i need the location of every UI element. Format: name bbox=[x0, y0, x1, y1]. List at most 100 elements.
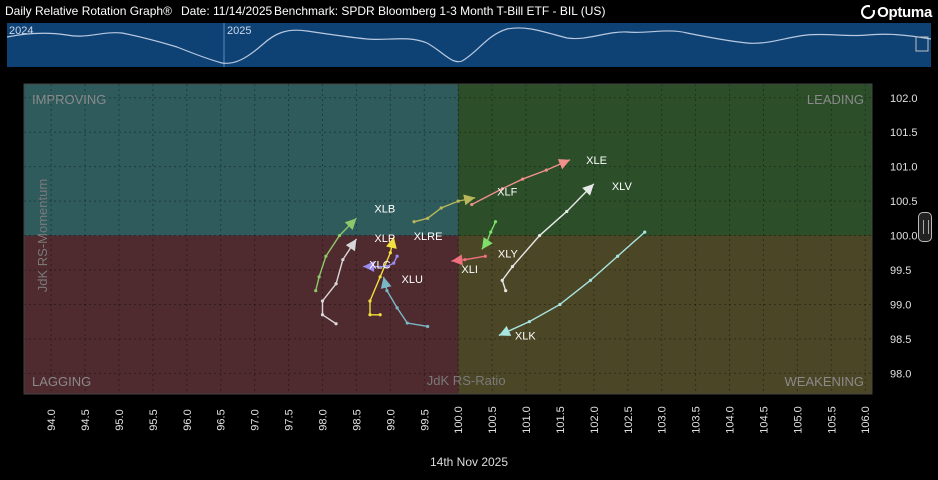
tail-point-xly[interactable] bbox=[489, 230, 493, 234]
tail-point-xle[interactable] bbox=[470, 202, 474, 207]
tail-point-xlk[interactable] bbox=[643, 230, 647, 234]
series-label-xli[interactable]: XLI bbox=[461, 264, 478, 276]
tail-point-xle[interactable] bbox=[500, 187, 504, 191]
tail-point-xlp[interactable] bbox=[334, 282, 338, 286]
tail-xlv bbox=[501, 183, 595, 291]
y-tick-label: 101.0 bbox=[890, 162, 918, 174]
tail-point-xle[interactable] bbox=[521, 177, 525, 181]
quadrant-lagging bbox=[24, 235, 459, 394]
tail-point-xlv[interactable] bbox=[510, 264, 515, 269]
tail-point-xlv[interactable] bbox=[565, 209, 569, 214]
series-label-xlf[interactable]: XLF bbox=[497, 187, 517, 199]
head-xlf[interactable] bbox=[463, 194, 476, 206]
tail-point-xlk[interactable] bbox=[616, 254, 620, 258]
plot-frame bbox=[23, 83, 873, 395]
x-tick-label: 96.5 bbox=[216, 409, 228, 430]
x-tick-label: 98.0 bbox=[317, 409, 329, 430]
benchmark-label: Benchmark: SPDR Bloomberg 1-3 Month T-Bi… bbox=[274, 4, 606, 18]
tail-point-xlre[interactable] bbox=[368, 313, 372, 317]
optuma-logo: Optuma bbox=[861, 3, 932, 21]
x-tick-label: 99.0 bbox=[385, 409, 397, 430]
tail-xlre bbox=[369, 236, 395, 316]
series-label-xlu[interactable]: XLU bbox=[402, 274, 423, 286]
tail-point-xly[interactable] bbox=[493, 220, 498, 224]
series-label-xly[interactable]: XLY bbox=[498, 248, 519, 260]
head-xly[interactable] bbox=[481, 237, 493, 250]
tail-point-xlu[interactable] bbox=[405, 321, 409, 325]
x-tick-label: 104.0 bbox=[725, 406, 737, 434]
x-tick-label: 102.5 bbox=[623, 406, 635, 434]
head-xle[interactable] bbox=[557, 159, 571, 170]
series-label-xlv[interactable]: XLV bbox=[612, 181, 633, 193]
x-tick-label: 98.5 bbox=[351, 409, 363, 430]
head-xli[interactable] bbox=[451, 254, 463, 266]
series-label-xlc[interactable]: XLC bbox=[369, 260, 390, 272]
tail-point-xlre[interactable] bbox=[378, 313, 382, 317]
tail-point-xlp[interactable] bbox=[334, 322, 338, 326]
tail-point-xlre[interactable] bbox=[388, 251, 392, 255]
x-tick-label: 103.0 bbox=[657, 406, 669, 434]
tail-point-xlp[interactable] bbox=[320, 313, 325, 317]
quadrant-label-improving: IMPROVING bbox=[32, 92, 106, 107]
tail-point-xlre[interactable] bbox=[378, 275, 382, 279]
head-xlc[interactable] bbox=[363, 261, 375, 273]
tail-point-xlk[interactable] bbox=[588, 278, 593, 282]
head-xlb[interactable] bbox=[344, 218, 357, 231]
timeline-momentum-line bbox=[7, 27, 931, 64]
y-tick-label: 102.0 bbox=[890, 93, 918, 105]
tail-point-xli[interactable] bbox=[463, 258, 467, 262]
app-title: Daily Relative Rotation Graph® bbox=[5, 4, 172, 18]
series-label-xlb[interactable]: XLB bbox=[374, 203, 395, 215]
y-tick-label: 101.5 bbox=[890, 127, 918, 139]
tail-point-xlf[interactable] bbox=[456, 199, 460, 203]
tail-point-xlk[interactable] bbox=[558, 302, 562, 307]
tail-point-xlb[interactable] bbox=[314, 289, 318, 293]
tail-point-xlu[interactable] bbox=[426, 324, 430, 329]
timeline-strip[interactable]: 2024 2025 bbox=[7, 23, 931, 67]
tail-point-xlb[interactable] bbox=[337, 233, 342, 238]
x-tick-label: 99.5 bbox=[419, 409, 431, 430]
tail-point-xlp[interactable] bbox=[320, 299, 325, 303]
tail-xlp bbox=[321, 238, 358, 325]
tail-point-xlf[interactable] bbox=[412, 220, 416, 224]
tail-point-xlc[interactable] bbox=[392, 261, 396, 265]
tail-point-xlb[interactable] bbox=[324, 254, 328, 258]
head-xlre[interactable] bbox=[386, 236, 397, 249]
tail-xlk bbox=[498, 231, 646, 337]
series-label-xlre[interactable]: XLRE bbox=[414, 231, 443, 243]
head-xlv[interactable] bbox=[582, 183, 594, 196]
tail-point-xlu[interactable] bbox=[385, 289, 389, 293]
timeline-year-label: 2025 bbox=[227, 25, 251, 37]
tail-xlc bbox=[363, 255, 398, 268]
x-tick-label: 102.0 bbox=[589, 406, 601, 434]
x-tick-label: 97.0 bbox=[250, 409, 262, 430]
tail-point-xlu[interactable] bbox=[395, 306, 399, 310]
tail-point-xlb[interactable] bbox=[317, 275, 321, 279]
report-date: Date: 11/14/2025 bbox=[181, 4, 273, 18]
tail-point-xlc[interactable] bbox=[385, 264, 389, 269]
scroll-handle[interactable] bbox=[918, 212, 932, 242]
x-tick-label: 104.5 bbox=[758, 406, 770, 434]
series-label-xlp[interactable]: XLP bbox=[374, 233, 395, 245]
head-xlp[interactable] bbox=[345, 239, 357, 252]
timeline-handle[interactable] bbox=[915, 36, 929, 52]
series-label-xlk[interactable]: XLK bbox=[515, 330, 536, 342]
y-tick-label: 100.0 bbox=[890, 231, 918, 243]
tail-point-xlv[interactable] bbox=[537, 233, 542, 238]
tail-point-xlre[interactable] bbox=[368, 299, 372, 303]
tail-point-xli[interactable] bbox=[483, 254, 487, 258]
head-xlu[interactable] bbox=[380, 276, 392, 289]
tail-point-xlv[interactable] bbox=[504, 289, 508, 293]
quadrant-label-lagging: LAGGING bbox=[32, 374, 91, 389]
tail-point-xle[interactable] bbox=[544, 168, 548, 172]
tail-point-xlc[interactable] bbox=[395, 254, 399, 258]
series-label-xle[interactable]: XLE bbox=[586, 155, 607, 167]
quadrant-improving bbox=[24, 84, 459, 236]
tail-point-xlf[interactable] bbox=[439, 206, 443, 210]
x-tick-label: 105.5 bbox=[826, 406, 838, 434]
tail-point-xlp[interactable] bbox=[341, 258, 345, 262]
head-xlk[interactable] bbox=[498, 325, 512, 336]
tail-point-xlf[interactable] bbox=[426, 216, 430, 220]
tail-point-xlk[interactable] bbox=[527, 320, 532, 324]
tail-point-xlv[interactable] bbox=[500, 278, 504, 282]
